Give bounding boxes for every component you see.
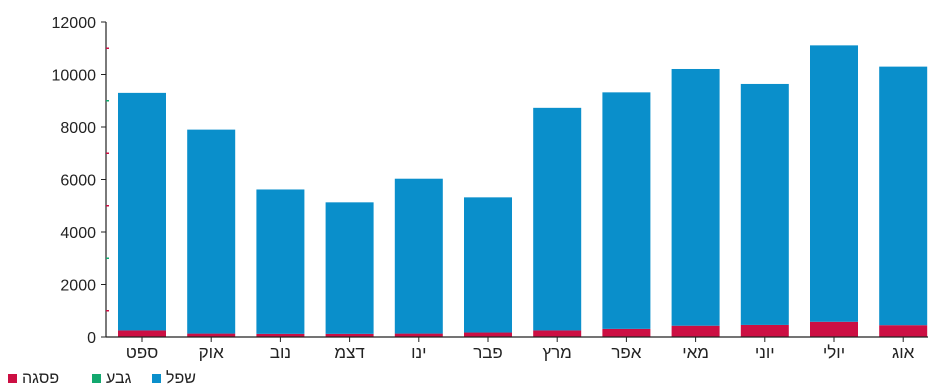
y-axis: 0 2000 4000 6000 8000 10000 12000 — [52, 15, 109, 347]
bar-segment-4-2 — [394, 178, 443, 334]
legend: פסגה גבע שפל — [8, 369, 196, 387]
x-axis: ספט אוק נוב דצמ ינו פבר מרץ אפר מאי יוני יולי אוג — [106, 336, 928, 362]
bar-segment-2-2 — [256, 189, 305, 334]
bar-segment-6-2 — [533, 107, 582, 331]
y-tick-label: 0 — [87, 330, 96, 347]
legend-label-0: שפל — [166, 369, 196, 387]
bar-segment-5-0 — [464, 332, 512, 337]
x-category-label: יולי — [823, 343, 845, 362]
bar-segment-2-0 — [256, 333, 305, 337]
bar-segment-11-0 — [879, 325, 928, 337]
bar-segment-10-2 — [810, 45, 858, 322]
bar-segment-5-2 — [464, 197, 512, 333]
x-category-label: יוני — [755, 343, 775, 362]
x-category-label: נוב — [270, 343, 291, 362]
bar-segment-7-0 — [602, 328, 651, 337]
bar-segment-0-2 — [118, 92, 166, 331]
x-category-label: מאי — [682, 343, 709, 362]
bar-segment-0-0 — [118, 330, 166, 337]
bar-segment-3-0 — [325, 333, 374, 337]
x-category-label: ינו — [411, 343, 426, 362]
legend-label-2: פסגה — [22, 370, 59, 387]
x-category-label: מרץ — [543, 343, 572, 362]
bar-segment-8-2 — [671, 68, 720, 326]
bar-segment-8-0 — [671, 325, 720, 337]
x-category-label: אוג — [892, 343, 915, 362]
y-tick-label: 10000 — [52, 68, 97, 85]
x-category-label: אוק — [199, 343, 224, 362]
bar-segment-1-2 — [187, 129, 236, 334]
bar-segment-6-0 — [533, 330, 582, 337]
y-tick-label: 8000 — [60, 120, 96, 137]
bar-segment-11-2 — [879, 66, 928, 326]
bar-segment-7-2 — [602, 92, 651, 329]
x-category-label: פבר — [473, 343, 503, 362]
bar-segment-3-2 — [325, 202, 374, 334]
bar-segment-4-0 — [394, 333, 443, 337]
y-tick-label: 12000 — [52, 15, 97, 32]
legend-swatch-1 — [92, 374, 101, 383]
y-tick-label: 6000 — [60, 173, 96, 190]
x-category-label: דצמ — [334, 343, 364, 362]
x-category-label: אפר — [611, 343, 641, 362]
bar-segment-10-0 — [810, 321, 858, 337]
bars — [118, 45, 928, 337]
legend-swatch-0 — [152, 374, 161, 383]
y-tick-label: 4000 — [60, 225, 96, 242]
y-tick-label: 2000 — [60, 278, 96, 295]
bar-segment-9-2 — [740, 83, 789, 325]
bar-segment-9-0 — [740, 324, 789, 337]
x-category-label: ספט — [126, 343, 158, 362]
legend-label-1: גבע — [106, 370, 132, 387]
legend-swatch-2 — [8, 374, 17, 383]
bar-segment-1-0 — [187, 333, 236, 337]
